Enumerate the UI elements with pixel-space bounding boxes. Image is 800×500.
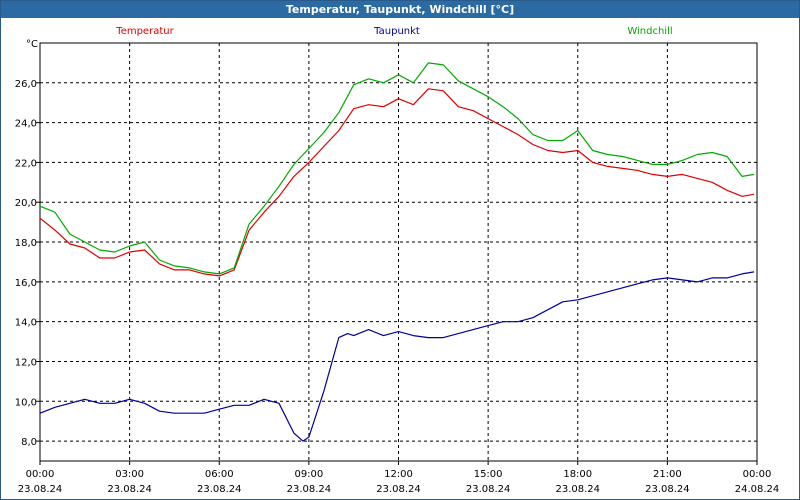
x-tick-date-label: 23.08.24	[376, 484, 421, 495]
y-tick-label: 16,0	[15, 278, 37, 289]
x-tick-time-label: 00:00	[26, 469, 55, 480]
y-tick-label: 24,0	[15, 119, 37, 130]
x-tick-date-label: 23.08.24	[107, 484, 152, 495]
y-tick-label: 12,0	[15, 357, 37, 368]
x-tick-time-label: 06:00	[205, 469, 234, 480]
series-line-temperatur	[39, 88, 755, 277]
x-tick-date-label: 23.08.24	[197, 484, 242, 495]
x-tick-date-label: 23.08.24	[645, 484, 690, 495]
x-tick-time-label: 12:00	[384, 469, 413, 480]
x-tick-time-label: 15:00	[474, 469, 503, 480]
x-tick-date-label: 23.08.24	[555, 484, 600, 495]
x-tick-time-label: 09:00	[294, 469, 323, 480]
x-tick-time-label: 21:00	[653, 469, 682, 480]
x-tick-date-label: 24.08.24	[735, 484, 780, 495]
x-tick-time-label: 00:00	[743, 469, 772, 480]
legend-taupunkt: Taupunkt	[373, 26, 420, 37]
legend-windchill: Windchill	[627, 26, 672, 37]
legend-temperatur: Temperatur	[115, 26, 174, 37]
x-tick-date-label: 23.08.24	[18, 484, 63, 495]
x-tick-time-label: 03:00	[115, 469, 144, 480]
y-tick-label: 26,0	[15, 79, 37, 90]
x-tick-date-label: 23.08.24	[287, 484, 332, 495]
x-tick-date-label: 23.08.24	[466, 484, 511, 495]
series-line-taupunkt	[39, 271, 755, 442]
x-tick-time-label: 18:00	[563, 469, 592, 480]
y-tick-label: 20,0	[15, 198, 37, 209]
y-tick-label: 10,0	[15, 397, 37, 408]
y-tick-label: 18,0	[15, 238, 37, 249]
y-axis-label: °C	[26, 39, 38, 50]
window-title: Temperatur, Taupunkt, Windchill [°C]	[1, 1, 799, 18]
y-tick-label: 14,0	[15, 318, 37, 329]
series-line-windchill	[39, 62, 755, 275]
y-tick-label: 8,0	[21, 437, 37, 448]
y-tick-label: 22,0	[15, 158, 37, 169]
